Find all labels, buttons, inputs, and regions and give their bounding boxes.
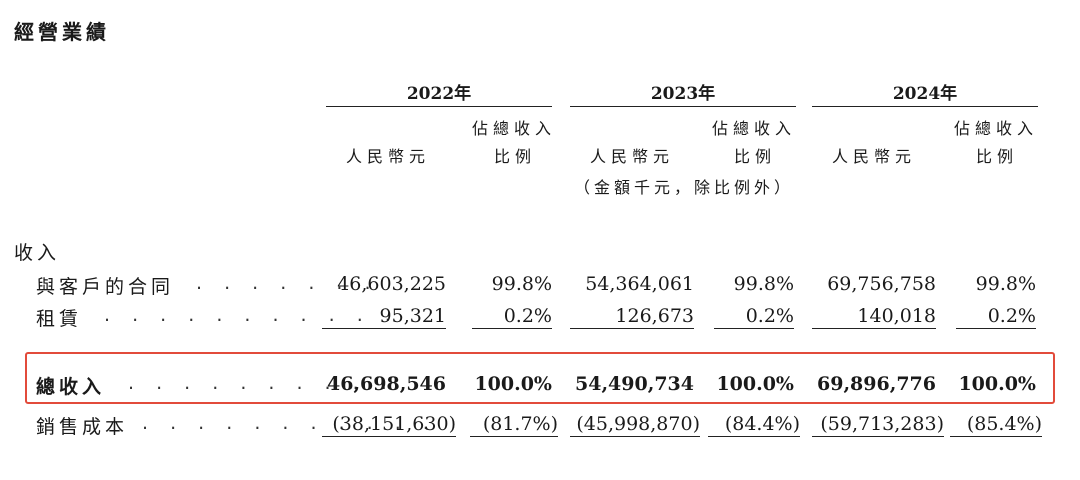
table-cell: 46,603,225 — [337, 273, 446, 295]
row-leader-dots: . . . . . . . — [196, 272, 379, 294]
row-leader-dots: . . . . . . . . . . . — [142, 412, 437, 434]
col-pct-2023-line1: 佔總收入 — [711, 119, 796, 138]
col-pct-2022-line2: 比例 — [493, 147, 536, 166]
row-label-contracts: 與客戶的合同 — [36, 276, 175, 298]
table-cell: 69,896,776 — [817, 373, 936, 395]
table-cell: 0.2% — [714, 304, 794, 329]
col-currency-2023: 人民幣元 — [590, 147, 675, 166]
col-pct-2023-line2: 比例 — [733, 147, 776, 166]
table-cell: (81.7%) — [470, 412, 558, 437]
row-leader-dots: . . . . . . . . . . — [128, 372, 395, 394]
row-leader-dots: . . . . . . . . . . . — [104, 304, 399, 326]
table-cell: 99.8% — [975, 273, 1036, 295]
table-cell: 99.8% — [491, 273, 552, 295]
table-cell: 95,321 — [322, 304, 446, 329]
unit-note: （金額千元，除比例外） — [574, 178, 795, 197]
table-cell: 54,490,734 — [575, 373, 694, 395]
table-cell: 100.0% — [958, 373, 1036, 395]
year-header-2022: 2022年 — [326, 84, 552, 107]
col-currency-2024: 人民幣元 — [832, 147, 917, 166]
table-cell: (38,151,630) — [322, 412, 456, 437]
table-cell: (45,998,870) — [570, 412, 700, 437]
row-label-cost-of-sales: 銷售成本 — [36, 416, 129, 438]
row-label-leases: 租賃 — [36, 308, 83, 330]
table-cell: 69,756,758 — [827, 273, 936, 295]
col-pct-2024-line2: 比例 — [975, 147, 1018, 166]
table-cell: 140,018 — [812, 304, 936, 329]
table-cell: 99.8% — [733, 273, 794, 295]
page-title: 經營業績 — [14, 20, 110, 44]
col-pct-2024-line1: 佔總收入 — [953, 119, 1038, 138]
table-cell: 46,698,546 — [327, 373, 446, 395]
highlight-box — [25, 352, 1055, 404]
year-header-2023: 2023年 — [570, 84, 796, 107]
row-label-total-revenue: 總收入 — [36, 376, 106, 398]
table-cell: 126,673 — [570, 304, 694, 329]
table-cell: 100.0% — [474, 373, 552, 395]
table-cell: 0.2% — [956, 304, 1036, 329]
table-cell: 0.2% — [472, 304, 552, 329]
table-cell: 100.0% — [716, 373, 794, 395]
section-label-revenue: 收入 — [14, 242, 61, 264]
col-pct-2022-line1: 佔總收入 — [471, 119, 556, 138]
table-cell: (84.4%) — [708, 412, 800, 437]
table-cell: (85.4%) — [950, 412, 1042, 437]
table-cell: (59,713,283) — [812, 412, 944, 437]
col-currency-2022: 人民幣元 — [346, 147, 431, 166]
year-header-2024: 2024年 — [812, 84, 1038, 107]
table-cell: 54,364,061 — [585, 273, 694, 295]
